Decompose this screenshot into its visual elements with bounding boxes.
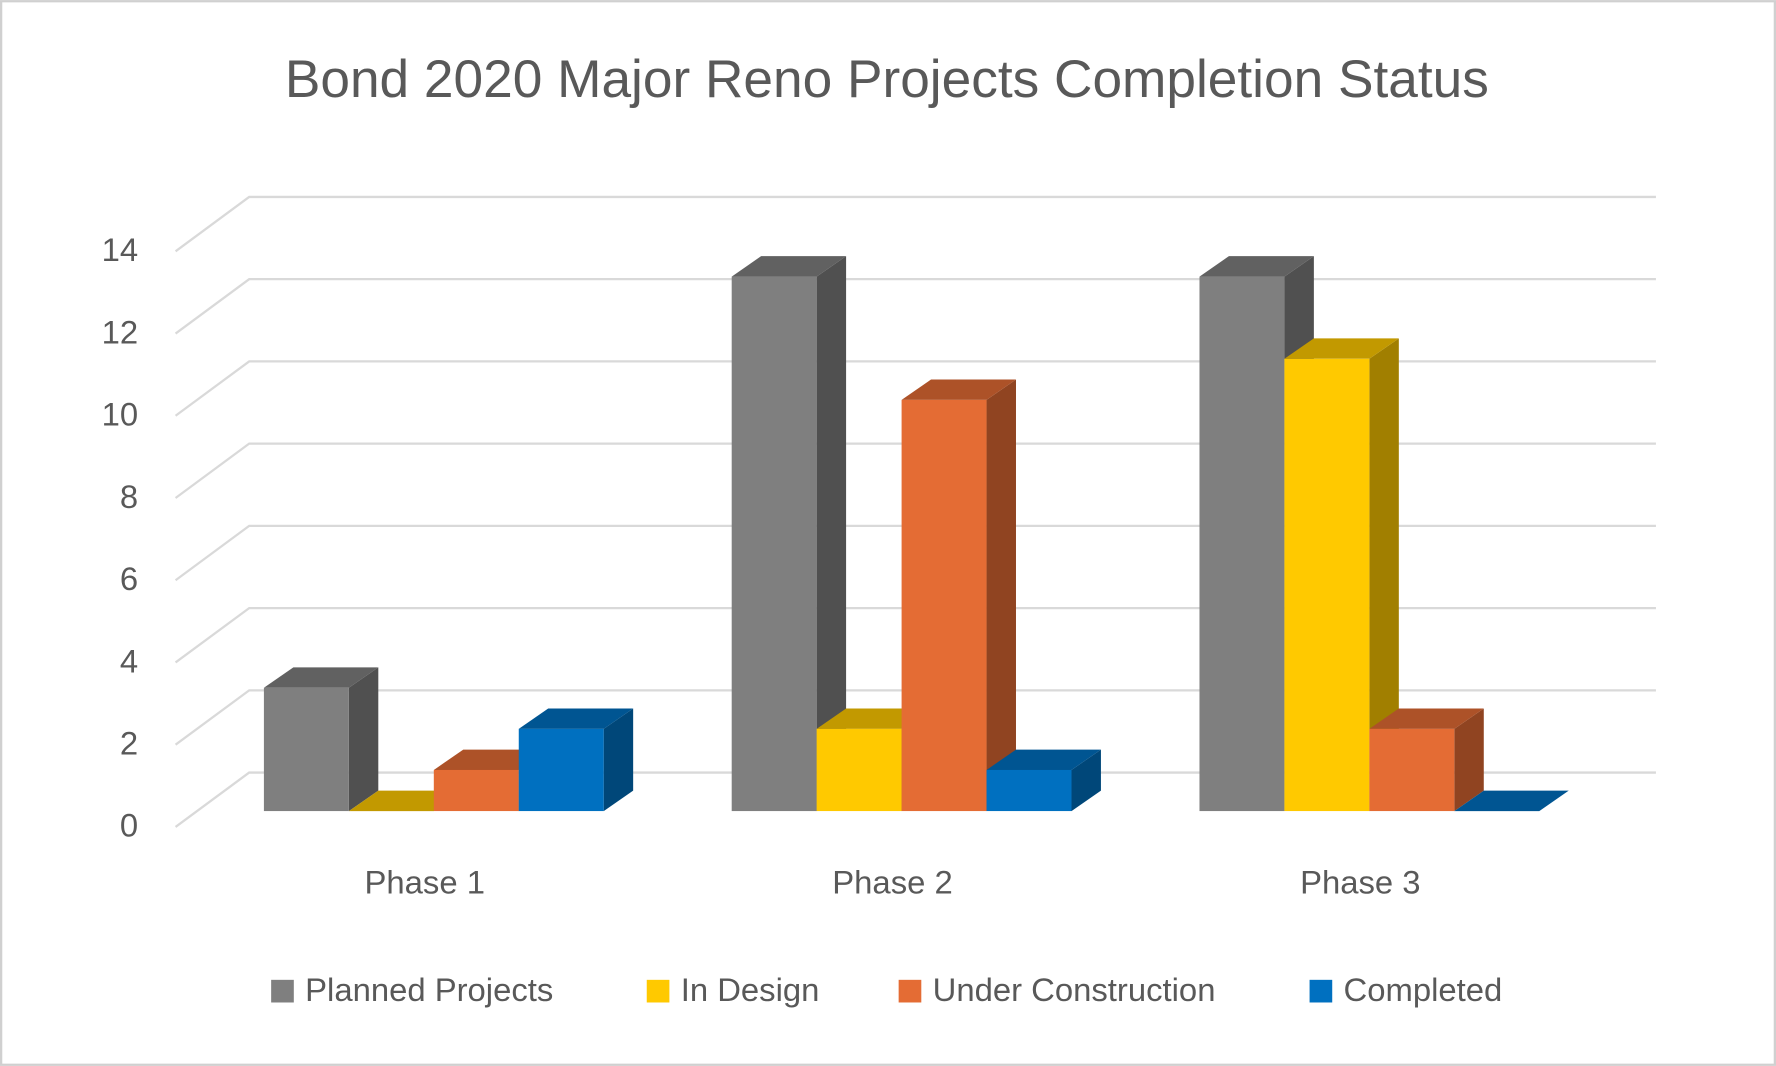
bar [263, 667, 379, 812]
bar-top [901, 379, 1016, 400]
legend-label: Completed [1344, 971, 1503, 1008]
bar-top [518, 708, 634, 729]
y-tick-label: 8 [120, 478, 138, 515]
grid-line [174, 195, 1656, 253]
bar-top [1284, 338, 1399, 359]
bar-front [986, 769, 1072, 812]
grid-line [174, 524, 1656, 582]
y-tick-label: 6 [120, 560, 138, 597]
bar-front [1199, 276, 1285, 812]
bar-side [603, 708, 634, 812]
y-tick-label: 14 [102, 231, 139, 268]
bar-front [263, 687, 349, 812]
bar-top [1454, 790, 1569, 812]
grid-line [174, 442, 1656, 499]
bar [731, 256, 847, 812]
grid-line [174, 278, 1656, 335]
grid-line [174, 360, 1656, 417]
bar-front [1284, 358, 1370, 812]
y-tick-label: 2 [120, 724, 138, 761]
bar [518, 708, 634, 812]
bar-side [1071, 749, 1101, 812]
y-tick-label: 4 [120, 642, 138, 679]
legend-label: In Design [681, 971, 820, 1008]
grid-line [174, 771, 1656, 828]
x-tick-label: Phase 2 [832, 863, 952, 900]
x-tick-label: Phase 3 [1300, 863, 1420, 900]
bar-side [348, 667, 379, 812]
legend-label: Planned Projects [305, 971, 553, 1008]
bar [1284, 338, 1399, 812]
bar [986, 749, 1101, 812]
x-tick-label: Phase 1 [365, 863, 485, 900]
grid-line [174, 606, 1656, 664]
bar-side [816, 256, 847, 812]
bar-top [1199, 256, 1314, 277]
bar [1454, 790, 1569, 812]
y-tick-label: 0 [120, 807, 138, 844]
grid-line [174, 689, 1656, 746]
bar-side [986, 379, 1016, 812]
legend-label: Under Construction [933, 971, 1216, 1008]
bar-front [518, 728, 604, 812]
bar-front [1369, 728, 1455, 812]
bar-front [433, 769, 519, 812]
bar-front [816, 728, 902, 812]
y-tick-label: 12 [102, 313, 139, 350]
y-tick-label: 10 [102, 396, 139, 433]
chart-title: Bond 2020 Major Reno Projects Completion… [285, 50, 1489, 109]
bar [1369, 708, 1484, 812]
bar-top [263, 667, 379, 688]
bar-top [986, 749, 1101, 770]
legend-swatch [646, 979, 670, 1003]
bar-side [1369, 338, 1399, 812]
bar-top [731, 256, 847, 277]
bar-front [901, 399, 987, 812]
legend-swatch [271, 979, 294, 1003]
legend-swatch [1309, 979, 1333, 1003]
bar [901, 379, 1016, 812]
legend-swatch [898, 979, 922, 1003]
bar-front [731, 276, 817, 812]
bar-side [1454, 708, 1484, 812]
bar-top [1369, 708, 1484, 729]
